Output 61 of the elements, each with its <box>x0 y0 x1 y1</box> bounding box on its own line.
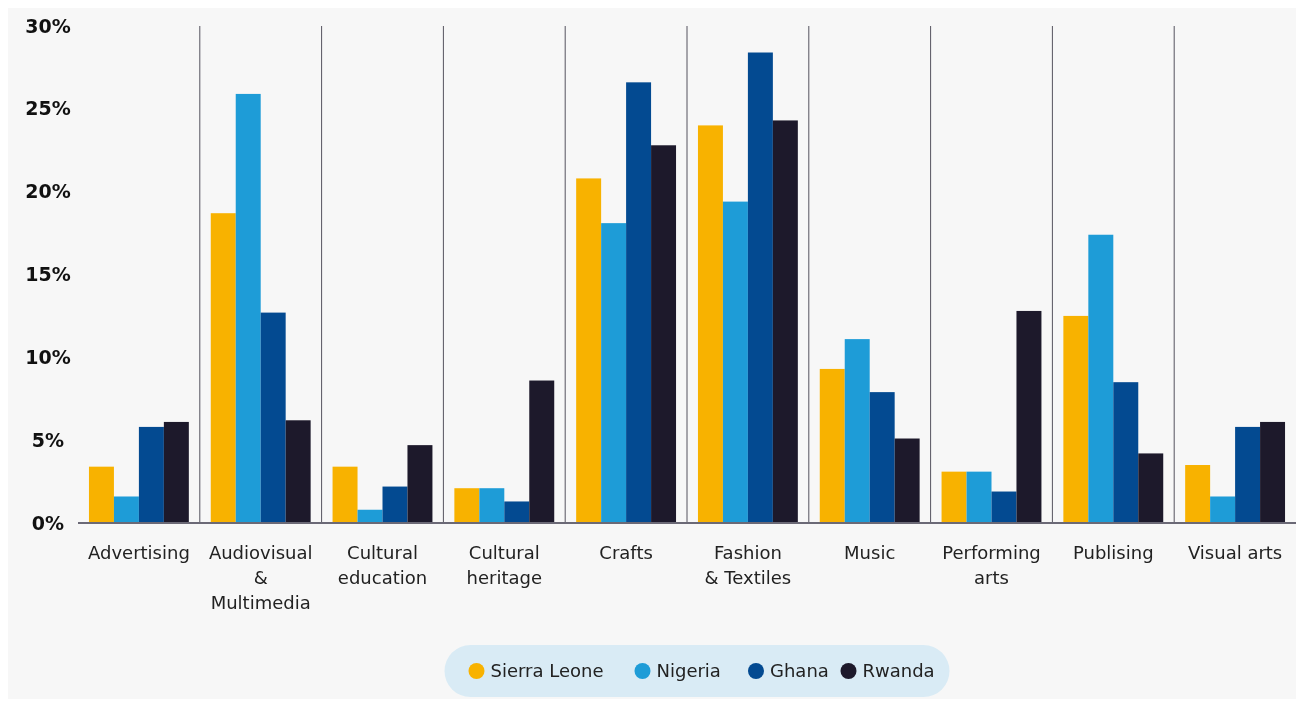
bar <box>1185 465 1211 523</box>
bar <box>966 471 992 523</box>
bar <box>601 223 627 523</box>
x-tick-label: Publising <box>1073 542 1154 563</box>
x-tick-label: Crafts <box>599 542 653 563</box>
y-tick-label: 0% <box>31 511 65 534</box>
bar <box>1016 310 1042 523</box>
bar <box>1260 421 1286 523</box>
x-tick-label: Advertising <box>87 542 190 563</box>
x-tick-label: Fashion & Textiles <box>704 542 792 588</box>
bar <box>651 145 677 523</box>
bar <box>722 201 748 523</box>
y-tick-label: 25% <box>25 97 71 120</box>
y-tick-label: 15% <box>25 263 71 286</box>
bar <box>1235 426 1261 523</box>
bar <box>1138 453 1164 523</box>
bar <box>163 421 189 523</box>
bar <box>529 380 555 523</box>
bar <box>894 438 920 523</box>
bar <box>479 488 505 523</box>
legend-label: Ghana <box>770 660 829 682</box>
x-tick-label: Audiovisual & Multimedia <box>208 542 313 613</box>
bar <box>113 496 139 523</box>
bar <box>235 93 261 523</box>
bar <box>88 466 114 523</box>
bar <box>869 392 895 523</box>
x-tick-label: Cultural heritage <box>466 542 543 588</box>
bar <box>747 52 773 523</box>
x-tick-label: Cultural education <box>337 542 428 588</box>
bar <box>844 339 870 523</box>
bar <box>1088 234 1114 523</box>
legend-label: Nigeria <box>656 660 721 682</box>
bar <box>819 368 845 523</box>
bar <box>260 312 286 523</box>
legend-label: Rwanda <box>862 660 935 682</box>
bar <box>626 82 652 523</box>
bar <box>991 491 1017 523</box>
bar <box>504 501 530 523</box>
bar <box>576 178 602 523</box>
bar <box>382 486 408 523</box>
bar <box>210 213 236 523</box>
bar <box>1113 382 1139 523</box>
bar <box>1063 315 1089 523</box>
y-tick-label: 10% <box>25 345 71 368</box>
x-tick-label: Performing arts <box>942 542 1041 588</box>
bar <box>138 426 164 523</box>
bar <box>357 509 383 523</box>
bar <box>454 488 480 523</box>
bar <box>941 471 967 523</box>
bar <box>772 120 798 523</box>
legend-label: Sierra Leone <box>490 660 604 682</box>
bar <box>1210 496 1236 523</box>
bar <box>407 445 433 523</box>
bar <box>332 466 358 523</box>
x-tick-label: Visual arts <box>1187 542 1283 563</box>
y-tick-label: 30% <box>25 14 71 37</box>
y-tick-label: 20% <box>25 180 71 203</box>
bar <box>285 420 311 523</box>
bar <box>697 125 723 523</box>
x-tick-label: Music <box>844 542 896 563</box>
y-tick-label: 5% <box>31 428 65 451</box>
